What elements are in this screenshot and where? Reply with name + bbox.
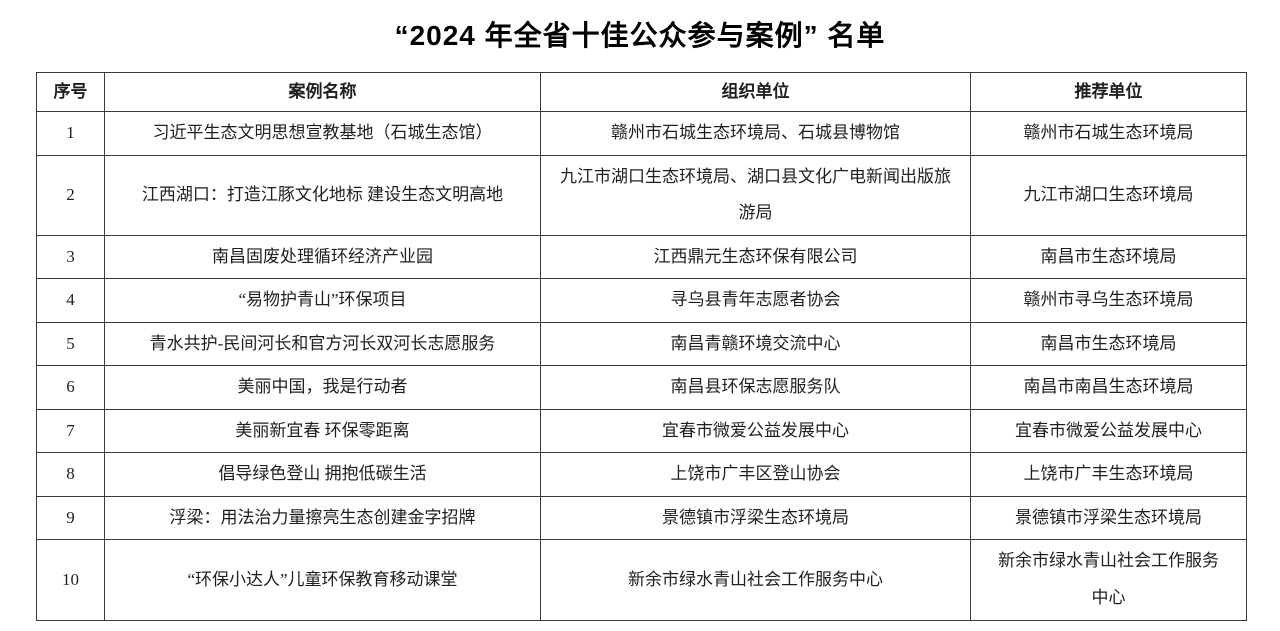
cell-recommending-unit: 新余市绿水青山社会工作服务中心 [970, 539, 1247, 621]
header-recommending-unit: 推荐单位 [970, 72, 1247, 112]
cell-case-name: 美丽新宜春 环保零距离 [104, 408, 541, 454]
cell-recommending-unit: 景德镇市浮梁生态环境局 [970, 495, 1247, 541]
award-list-table: 序号 案例名称 组织单位 推荐单位 1 习近平生态文明思想宣教基地（石城生态馆）… [36, 72, 1247, 621]
table-row: 9 浮梁：用法治力量擦亮生态创建金字招牌 景德镇市浮梁生态环境局 景德镇市浮梁生… [36, 495, 1247, 541]
cell-organizing-unit: 赣州市石城生态环境局、石城县博物馆 [540, 111, 971, 156]
cell-case-name: 美丽中国，我是行动者 [104, 365, 541, 410]
table-row: 6 美丽中国，我是行动者 南昌县环保志愿服务队 南昌市南昌生态环境局 [36, 365, 1247, 410]
cell-serial-number: 6 [36, 365, 105, 410]
cell-serial-number: 10 [36, 539, 105, 621]
cell-organizing-unit: 南昌县环保志愿服务队 [540, 365, 971, 410]
cell-case-name: 南昌固废处理循环经济产业园 [104, 234, 541, 280]
cell-serial-number: 8 [36, 452, 105, 497]
header-serial-number: 序号 [36, 72, 105, 112]
table-row: 10 “环保小达人”儿童环保教育移动课堂 新余市绿水青山社会工作服务中心 新余市… [36, 539, 1247, 621]
cell-recommending-unit: 上饶市广丰生态环境局 [970, 452, 1247, 497]
cell-serial-number: 4 [36, 278, 105, 323]
table-row: 2 江西湖口：打造江豚文化地标 建设生态文明高地 九江市湖口生态环境局、湖口县文… [36, 154, 1247, 236]
cell-organizing-unit: 九江市湖口生态环境局、湖口县文化广电新闻出版旅游局 [540, 154, 971, 236]
cell-organizing-unit: 宜春市微爱公益发展中心 [540, 408, 971, 454]
cell-organizing-unit: 江西鼎元生态环保有限公司 [540, 234, 971, 280]
cell-serial-number: 7 [36, 408, 105, 454]
cell-case-name: 倡导绿色登山 拥抱低碳生活 [104, 452, 541, 497]
header-organizing-unit: 组织单位 [540, 72, 971, 112]
header-case-name: 案例名称 [104, 72, 541, 112]
cell-organizing-unit: 上饶市广丰区登山协会 [540, 452, 971, 497]
table-row: 1 习近平生态文明思想宣教基地（石城生态馆） 赣州市石城生态环境局、石城县博物馆… [36, 111, 1247, 156]
cell-case-name: 浮梁：用法治力量擦亮生态创建金字招牌 [104, 495, 541, 541]
cell-serial-number: 5 [36, 321, 105, 367]
cell-recommending-unit: 宜春市微爱公益发展中心 [970, 408, 1247, 454]
cell-recommending-unit: 赣州市石城生态环境局 [970, 111, 1247, 156]
cell-serial-number: 2 [36, 154, 105, 236]
cell-recommending-unit: 南昌市生态环境局 [970, 321, 1247, 367]
cell-recommending-unit: 九江市湖口生态环境局 [970, 154, 1247, 236]
page-title: “2024 年全省十佳公众参与案例” 名单 [394, 20, 886, 51]
table-row: 7 美丽新宜春 环保零距离 宜春市微爱公益发展中心 宜春市微爱公益发展中心 [36, 408, 1247, 454]
cell-recommending-unit: 赣州市寻乌生态环境局 [970, 278, 1247, 323]
table-row: 4 “易物护青山”环保项目 寻乌县青年志愿者协会 赣州市寻乌生态环境局 [36, 278, 1247, 323]
cell-serial-number: 3 [36, 234, 105, 280]
cell-organizing-unit: 景德镇市浮梁生态环境局 [540, 495, 971, 541]
cell-serial-number: 9 [36, 495, 105, 541]
cell-recommending-unit: 南昌市生态环境局 [970, 234, 1247, 280]
cell-case-name: 青水共护-民间河长和官方河长双河长志愿服务 [104, 321, 541, 367]
table-body: 1 习近平生态文明思想宣教基地（石城生态馆） 赣州市石城生态环境局、石城县博物馆… [36, 111, 1247, 621]
cell-serial-number: 1 [36, 111, 105, 156]
cell-case-name: 习近平生态文明思想宣教基地（石城生态馆） [104, 111, 541, 156]
table-row: 3 南昌固废处理循环经济产业园 江西鼎元生态环保有限公司 南昌市生态环境局 [36, 234, 1247, 280]
table-row: 5 青水共护-民间河长和官方河长双河长志愿服务 南昌青赣环境交流中心 南昌市生态… [36, 321, 1247, 367]
table-header: 序号 案例名称 组织单位 推荐单位 [36, 72, 1247, 112]
cell-organizing-unit: 寻乌县青年志愿者协会 [540, 278, 971, 323]
table-row: 8 倡导绿色登山 拥抱低碳生活 上饶市广丰区登山协会 上饶市广丰生态环境局 [36, 452, 1247, 497]
cell-organizing-unit: 南昌青赣环境交流中心 [540, 321, 971, 367]
cell-organizing-unit: 新余市绿水青山社会工作服务中心 [540, 539, 971, 621]
cell-recommending-unit: 南昌市南昌生态环境局 [970, 365, 1247, 410]
cell-case-name: “易物护青山”环保项目 [104, 278, 541, 323]
cell-case-name: 江西湖口：打造江豚文化地标 建设生态文明高地 [104, 154, 541, 236]
table-header-row: 序号 案例名称 组织单位 推荐单位 [36, 72, 1247, 112]
cell-case-name: “环保小达人”儿童环保教育移动课堂 [104, 539, 541, 621]
